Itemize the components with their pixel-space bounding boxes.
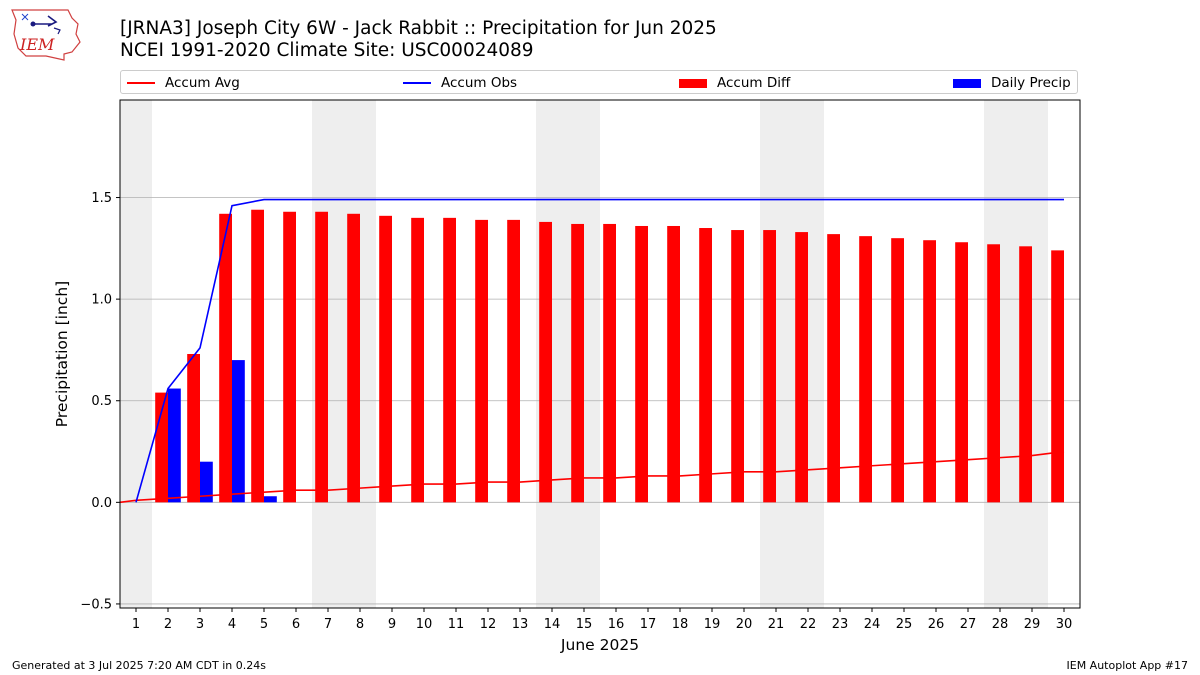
accum-diff-bar [635, 225, 648, 503]
x-tick-label: 26 [928, 617, 945, 632]
x-axis-label: June 2025 [560, 636, 639, 654]
accum-diff-bar [1019, 246, 1032, 503]
x-tick-label: 28 [992, 617, 1009, 632]
x-tick-label: 24 [864, 617, 881, 632]
accum-diff-bar [219, 213, 232, 503]
daily-precip-bar [200, 461, 213, 503]
y-tick-label: 1.0 [91, 293, 112, 308]
x-tick-label: 17 [640, 617, 657, 632]
accum-diff-bar [251, 209, 264, 503]
x-tick-label: 19 [704, 617, 721, 632]
y-tick-label: 0.5 [91, 394, 112, 409]
legend-item-daily-precip: Daily Precip [953, 74, 1071, 92]
accum-diff-bar [187, 354, 200, 503]
plot-frame [119, 99, 1081, 609]
legend-swatch-accum-avg [127, 82, 155, 84]
x-tick-label: 10 [416, 617, 433, 632]
accum-diff-bar [379, 215, 392, 503]
legend: Accum Avg Accum Obs Accum Diff Daily Pre… [120, 70, 1078, 94]
accum-diff-bar [571, 223, 584, 503]
accum-diff-bar [795, 232, 808, 503]
accum-diff-bar [731, 230, 744, 503]
x-tick-label: 13 [512, 617, 529, 632]
legend-label-accum-obs: Accum Obs [441, 75, 518, 91]
x-tick-label: 29 [1024, 617, 1041, 632]
legend-label-accum-diff: Accum Diff [717, 75, 791, 91]
x-tick-label: 4 [228, 617, 236, 632]
accum-diff-bar [283, 211, 296, 503]
x-tick-label: 25 [896, 617, 913, 632]
x-tick-label: 23 [832, 617, 849, 632]
legend-label-daily-precip: Daily Precip [991, 75, 1071, 91]
legend-swatch-accum-obs [403, 82, 431, 84]
accum-diff-bar [923, 240, 936, 503]
accum-diff-bar [411, 217, 424, 503]
x-tick-label: 8 [356, 617, 364, 632]
x-tick-label: 9 [388, 617, 396, 632]
x-tick-label: 6 [292, 617, 300, 632]
legend-swatch-accum-diff [679, 78, 707, 88]
accum-diff-bar [859, 236, 872, 503]
x-tick-label: 3 [196, 617, 204, 632]
y-axis-label: Precipitation [inch] [53, 281, 71, 427]
accum-diff-bar [539, 221, 552, 503]
accum-diff-bar [347, 213, 360, 503]
accum-diff-bar [507, 219, 520, 503]
x-tick-label: 2 [164, 617, 172, 632]
weekend-band [120, 100, 152, 608]
x-tick-label: 27 [960, 617, 977, 632]
x-tick-label: 1 [132, 617, 140, 632]
daily-precip-bar [168, 388, 181, 503]
accum-avg-line [119, 450, 1065, 504]
accum-diff-bar [603, 223, 616, 503]
x-tick-label: 20 [736, 617, 753, 632]
x-tick-label: 22 [800, 617, 817, 632]
accum-diff-bar [1051, 250, 1064, 503]
accum-diff-bar [315, 211, 328, 503]
accum-diff-bar [827, 234, 840, 503]
chart-title: [JRNA3] Joseph City 6W - Jack Rabbit :: … [120, 18, 717, 39]
accum-diff-bar [891, 238, 904, 503]
daily-precip-bar [232, 360, 245, 503]
x-tick-label: 21 [768, 617, 785, 632]
x-tick-label: 14 [544, 617, 561, 632]
x-tick-label: 16 [608, 617, 625, 632]
y-tick-label: −0.5 [80, 597, 112, 612]
legend-swatch-daily-precip [953, 78, 981, 88]
y-tick-label: 1.5 [91, 191, 112, 206]
x-tick-label: 5 [260, 617, 268, 632]
legend-item-accum-obs: Accum Obs [403, 74, 517, 92]
accum-diff-bar [443, 217, 456, 503]
y-tick-label: 0.0 [91, 496, 112, 511]
accum-diff-bar [955, 242, 968, 503]
accum-diff-bar [475, 219, 488, 503]
legend-item-accum-diff: Accum Diff [679, 74, 790, 92]
x-tick-label: 7 [324, 617, 332, 632]
iem-logo: IEM [11, 9, 81, 61]
x-tick-label: 12 [480, 617, 497, 632]
logo-text: IEM [19, 35, 55, 54]
daily-precip-bar [264, 496, 277, 503]
generated-footer: Generated at 3 Jul 2025 7:20 AM CDT in 0… [12, 659, 266, 672]
legend-label-accum-avg: Accum Avg [165, 75, 240, 91]
accum-diff-bar [763, 230, 776, 503]
accum-diff-bar [699, 228, 712, 503]
x-tick-label: 18 [672, 617, 689, 632]
app-footer: IEM Autoplot App #17 [1066, 659, 1189, 672]
accum-diff-bar [987, 244, 1000, 503]
x-tick-label: 11 [448, 617, 465, 632]
accum-obs-line [135, 198, 1064, 503]
legend-item-accum-avg: Accum Avg [127, 74, 240, 92]
chart-subtitle: NCEI 1991-2020 Climate Site: USC00024089 [120, 40, 534, 61]
accum-diff-bar [667, 225, 680, 503]
x-tick-label: 30 [1056, 617, 1073, 632]
x-tick-label: 15 [576, 617, 593, 632]
